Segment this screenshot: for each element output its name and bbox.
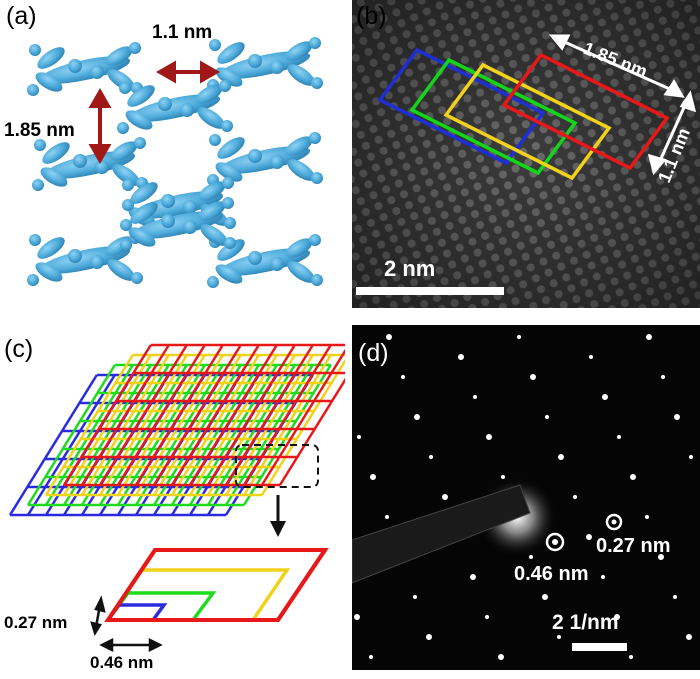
spot-inner-label: 0.46 nm (514, 563, 589, 585)
panel-c: (c) 0.27 nm 0.46 nm (0, 325, 345, 679)
spacing-long-label: 0.46 nm (90, 653, 154, 672)
hrtem-image (352, 0, 700, 308)
scale-bar-label: 2 nm (384, 256, 436, 281)
molecular-packing-model (27, 37, 323, 288)
vertical-spacing-arrow (88, 87, 112, 165)
panel-d: (d) 0.27 nm 0.46 nm 2 1/nm (352, 325, 700, 670)
scale-bar-d-label: 2 1/nm (552, 611, 619, 634)
electron-diffraction-pattern (352, 334, 693, 660)
horizontal-spacing-arrow (155, 60, 221, 84)
spacing-short-label: 0.27 nm (4, 613, 68, 632)
panel-a: (a) 1.1 nm 1.85 nm (0, 0, 345, 315)
panel-label-d: (d) (358, 339, 389, 367)
lattice-grid-schematic (8, 343, 345, 653)
panel-b: (b) 1.85 nm 1.1 nm 2 nm (352, 0, 700, 308)
panel-label-b: (b) (356, 2, 387, 30)
scale-bar-d (572, 643, 627, 651)
vertical-spacing-label: 1.85 nm (4, 120, 75, 141)
panel-label-a: (a) (6, 2, 37, 30)
horizontal-spacing-label: 1.1 nm (152, 22, 213, 43)
panel-label-c: (c) (4, 335, 34, 363)
spot-outer-label: 0.27 nm (596, 535, 671, 557)
scale-bar (356, 287, 504, 295)
